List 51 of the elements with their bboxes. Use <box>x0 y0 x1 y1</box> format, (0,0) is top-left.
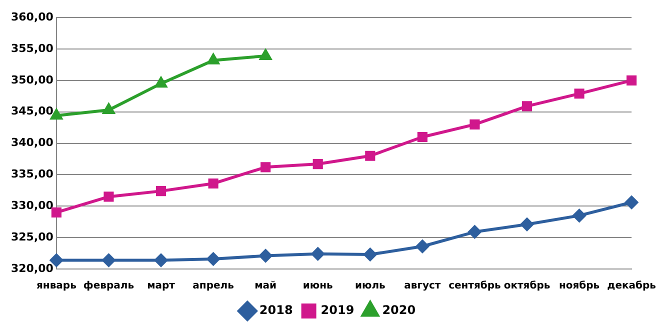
x-tick-label: июнь <box>302 280 333 292</box>
legend-label: 2019 <box>320 303 354 318</box>
point <box>364 248 377 262</box>
y-tick-label: 325,00 <box>10 230 54 244</box>
y-tick-label: 360,00 <box>10 10 54 24</box>
point <box>206 252 220 266</box>
point <box>312 159 323 170</box>
point <box>626 75 637 86</box>
point <box>520 218 534 231</box>
y-tick-label: 335,00 <box>10 168 54 181</box>
legend-label: 2018 <box>259 303 293 318</box>
y-tick-label: 350,00 <box>10 73 54 86</box>
point <box>416 240 429 253</box>
point <box>102 254 116 267</box>
x-tick-label: декабрь <box>607 280 656 292</box>
point <box>154 254 168 267</box>
point <box>311 247 324 260</box>
point <box>417 132 428 142</box>
point <box>365 150 376 161</box>
y-tick-label: 345,00 <box>10 104 54 118</box>
x-tick-label: март <box>147 280 176 292</box>
point <box>156 186 166 196</box>
x-tick-label: январь <box>36 280 76 292</box>
x-tick-label: июль <box>354 280 386 292</box>
y-tick-label: 355,00 <box>10 42 54 55</box>
x-tick-label: февраль <box>83 280 134 292</box>
point <box>208 178 218 189</box>
point <box>572 209 586 222</box>
x-tick-label: май <box>254 280 277 292</box>
point <box>260 49 272 60</box>
point <box>574 88 584 99</box>
point <box>470 119 480 130</box>
x-tick-label: сентябрь <box>448 280 501 292</box>
point <box>51 207 62 218</box>
point <box>468 225 482 238</box>
y-tick-label: 320,00 <box>10 262 54 275</box>
point <box>207 54 220 64</box>
point <box>625 196 638 209</box>
x-tick-label: октябрь <box>504 280 550 292</box>
point <box>155 77 167 88</box>
point <box>102 103 115 114</box>
x-tick-label: август <box>404 280 441 292</box>
point <box>104 192 114 202</box>
legend-label: 2020 <box>382 303 416 318</box>
x-tick-label: апрель <box>192 280 234 292</box>
y-tick-label: 340,00 <box>10 136 54 150</box>
point <box>260 162 271 172</box>
x-tick-label: ноябрь <box>558 280 600 292</box>
point <box>259 249 272 262</box>
y-tick-label: 330,00 <box>10 199 54 212</box>
point <box>522 101 532 112</box>
